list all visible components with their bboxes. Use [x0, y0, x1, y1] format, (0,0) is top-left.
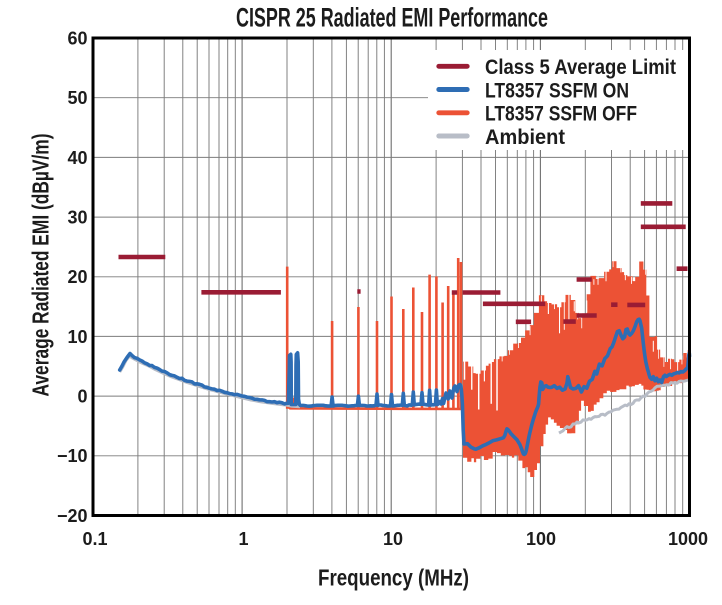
- svg-text:Class 5 Average Limit: Class 5 Average Limit: [485, 55, 676, 79]
- svg-text:Frequency (MHz): Frequency (MHz): [318, 565, 469, 591]
- svg-text:1: 1: [238, 529, 248, 549]
- svg-text:LT8357 SSFM ON: LT8357 SSFM ON: [485, 78, 629, 102]
- svg-text:LT8357 SSFM OFF: LT8357 SSFM OFF: [485, 102, 637, 126]
- svg-text:−10: −10: [57, 446, 88, 466]
- svg-text:Ambient: Ambient: [485, 125, 565, 149]
- svg-text:30: 30: [67, 207, 87, 227]
- svg-text:1000: 1000: [668, 529, 708, 549]
- svg-text:CISPR 25 Radiated EMI Performa: CISPR 25 Radiated EMI Performance: [236, 2, 548, 32]
- svg-text:100: 100: [526, 529, 556, 549]
- svg-text:0.1: 0.1: [82, 529, 107, 549]
- svg-text:60: 60: [67, 28, 87, 48]
- svg-text:40: 40: [67, 148, 87, 168]
- svg-text:0: 0: [77, 387, 87, 407]
- svg-text:50: 50: [67, 88, 87, 108]
- svg-text:10: 10: [383, 529, 403, 549]
- svg-text:10: 10: [67, 327, 87, 347]
- svg-text:Average Radiated EMI (dBµV/m): Average Radiated EMI (dBµV/m): [28, 134, 54, 397]
- svg-text:−20: −20: [57, 506, 88, 526]
- svg-text:20: 20: [67, 267, 87, 287]
